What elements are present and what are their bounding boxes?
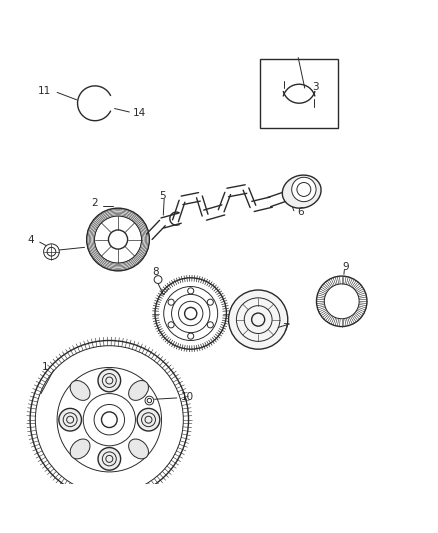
Circle shape: [30, 341, 188, 499]
Text: 11: 11: [38, 86, 52, 96]
Circle shape: [207, 322, 213, 328]
Ellipse shape: [129, 381, 148, 400]
Circle shape: [168, 322, 174, 328]
Circle shape: [98, 369, 120, 392]
Bar: [260, 59, 338, 128]
Circle shape: [155, 278, 226, 349]
Text: 10: 10: [181, 392, 194, 402]
Circle shape: [187, 288, 194, 294]
Circle shape: [59, 408, 81, 431]
Ellipse shape: [70, 439, 90, 459]
Circle shape: [292, 177, 316, 201]
Circle shape: [168, 299, 174, 305]
Ellipse shape: [70, 381, 90, 400]
Text: 4: 4: [28, 236, 34, 245]
Circle shape: [187, 333, 194, 339]
Text: 14: 14: [133, 108, 146, 118]
Circle shape: [229, 290, 288, 349]
Ellipse shape: [129, 439, 148, 459]
Text: 9: 9: [342, 262, 349, 271]
Text: 5: 5: [159, 191, 166, 201]
Circle shape: [98, 448, 120, 470]
Circle shape: [137, 408, 160, 431]
Text: 3: 3: [312, 82, 319, 92]
Text: 1: 1: [42, 362, 48, 373]
Ellipse shape: [283, 175, 321, 208]
Text: 7: 7: [282, 324, 289, 333]
Text: 8: 8: [152, 266, 159, 277]
Circle shape: [207, 299, 213, 305]
Text: 6: 6: [297, 207, 304, 217]
Text: 2: 2: [92, 198, 98, 208]
